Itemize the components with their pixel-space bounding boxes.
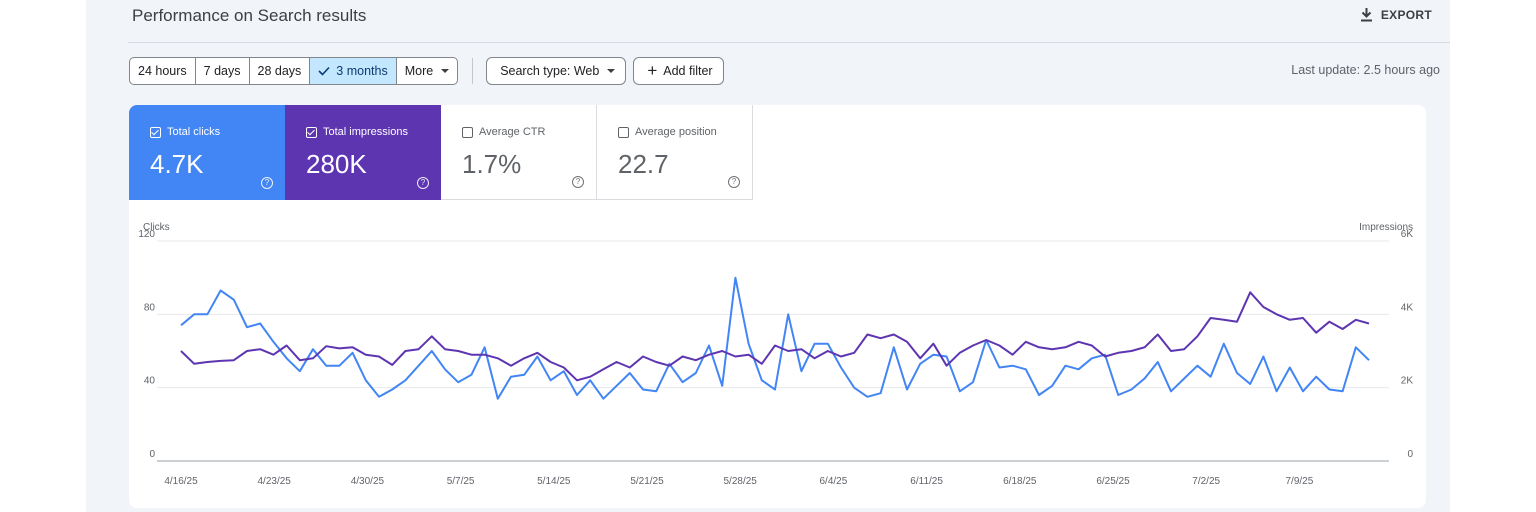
metric-label: Total impressions <box>323 126 408 138</box>
right-tick-label: 2K <box>1401 376 1414 387</box>
help-icon[interactable]: ? <box>728 176 740 188</box>
help-icon[interactable]: ? <box>417 177 429 189</box>
x-tick-label: 6/25/25 <box>1096 476 1130 487</box>
metric-value: 4.7K <box>150 149 204 179</box>
x-tick-label: 5/21/25 <box>630 476 664 487</box>
metric-label: Total clicks <box>167 126 221 138</box>
chevron-down-icon <box>607 68 616 73</box>
x-tick-label: 5/28/25 <box>724 476 758 487</box>
metric-total-clicks[interactable]: Total clicks 4.7K ? <box>129 105 285 200</box>
x-tick-label: 6/11/25 <box>910 476 943 487</box>
performance-card: Total clicks 4.7K ? Total impressions 28… <box>129 105 1426 508</box>
range-28-days[interactable]: 28 days <box>250 57 311 84</box>
range-label: 24 hours <box>138 63 187 78</box>
x-tick-label: 6/18/25 <box>1003 476 1037 487</box>
checkbox-checked-icon[interactable] <box>306 126 317 138</box>
range-more-dropdown[interactable]: More <box>397 58 457 84</box>
page-title: Performance on Search results <box>132 6 367 25</box>
right-tick-label: 0 <box>1407 449 1413 460</box>
x-tick-label: 6/4/25 <box>819 476 847 487</box>
x-tick-label: 4/23/25 <box>258 476 292 487</box>
help-icon[interactable]: ? <box>261 177 273 189</box>
metric-value: 1.7% <box>462 149 522 179</box>
download-icon <box>1360 8 1372 22</box>
metric-value: 22.7 <box>618 149 669 179</box>
right-tick-label: 6K <box>1401 229 1414 240</box>
range-24-hours[interactable]: 24 hours <box>130 57 196 84</box>
range-7-days[interactable]: 7 days <box>196 57 250 84</box>
range-3-months[interactable]: 3 months <box>310 57 397 84</box>
add-filter-button[interactable]: + Add filter <box>633 56 724 85</box>
export-label: EXPORT <box>1380 8 1432 22</box>
add-filter-label: Add filter <box>663 63 713 78</box>
impressions-series-line <box>180 291 1370 382</box>
checkmark-icon <box>318 66 330 76</box>
range-label: 28 days <box>257 63 302 78</box>
checkbox-unchecked-icon[interactable] <box>462 126 473 138</box>
left-axis-label: Clicks <box>143 222 170 233</box>
left-tick-label: 40 <box>144 376 156 387</box>
metric-value: 280K <box>306 149 367 179</box>
x-tick-label: 4/30/25 <box>351 476 385 487</box>
metric-label: Average position <box>635 126 717 138</box>
metric-total-impressions[interactable]: Total impressions 280K ? <box>285 105 441 200</box>
right-tick-label: 4K <box>1401 302 1414 313</box>
export-button[interactable]: EXPORT <box>1360 8 1432 22</box>
right-axis-label: Impressions <box>1359 222 1413 233</box>
filter-toolbar: 24 hours 7 days 28 days 3 months More Se… <box>129 56 731 85</box>
checkbox-unchecked-icon[interactable] <box>618 126 629 138</box>
header-divider <box>128 42 1450 43</box>
clicks-series-line <box>180 276 1370 400</box>
chevron-down-icon <box>441 68 450 73</box>
metric-label: Average CTR <box>479 126 546 138</box>
x-tick-label: 5/14/25 <box>537 476 571 487</box>
metric-average-ctr[interactable]: Average CTR 1.7% ? <box>441 105 597 200</box>
help-icon[interactable]: ? <box>572 176 584 188</box>
toolbar-separator <box>472 57 474 84</box>
left-tick-label: 0 <box>149 449 155 460</box>
search-type-label: Search type: Web <box>500 63 600 78</box>
range-label: 7 days <box>203 63 241 78</box>
performance-page: Performance on Search results EXPORT 24 … <box>86 0 1450 512</box>
x-tick-label: 7/9/25 <box>1285 476 1313 487</box>
performance-line-chart: 0 0 40 2K 80 4K 120 6K Clicks Impressions 4/16/25 4… <box>138 222 1414 487</box>
checkbox-checked-icon[interactable] <box>150 126 161 138</box>
x-tick-label: 5/7/25 <box>447 476 475 487</box>
metric-tabs: Total clicks 4.7K ? Total impressions 28… <box>129 105 753 200</box>
range-label: More <box>404 63 434 78</box>
range-label: 3 months <box>336 63 388 78</box>
search-type-dropdown[interactable]: Search type: Web <box>486 56 627 85</box>
date-range-selector: 24 hours 7 days 28 days 3 months More <box>129 56 459 85</box>
x-tick-label: 4/16/25 <box>164 476 198 487</box>
x-tick-label: 7/2/25 <box>1192 476 1220 487</box>
metric-average-position[interactable]: Average position 22.7 ? <box>597 105 753 200</box>
plus-icon: + <box>647 61 658 80</box>
left-tick-label: 80 <box>144 302 156 313</box>
last-update-text: Last update: 2.5 hours ago <box>1291 63 1440 77</box>
left-tick-label: 120 <box>138 229 155 240</box>
